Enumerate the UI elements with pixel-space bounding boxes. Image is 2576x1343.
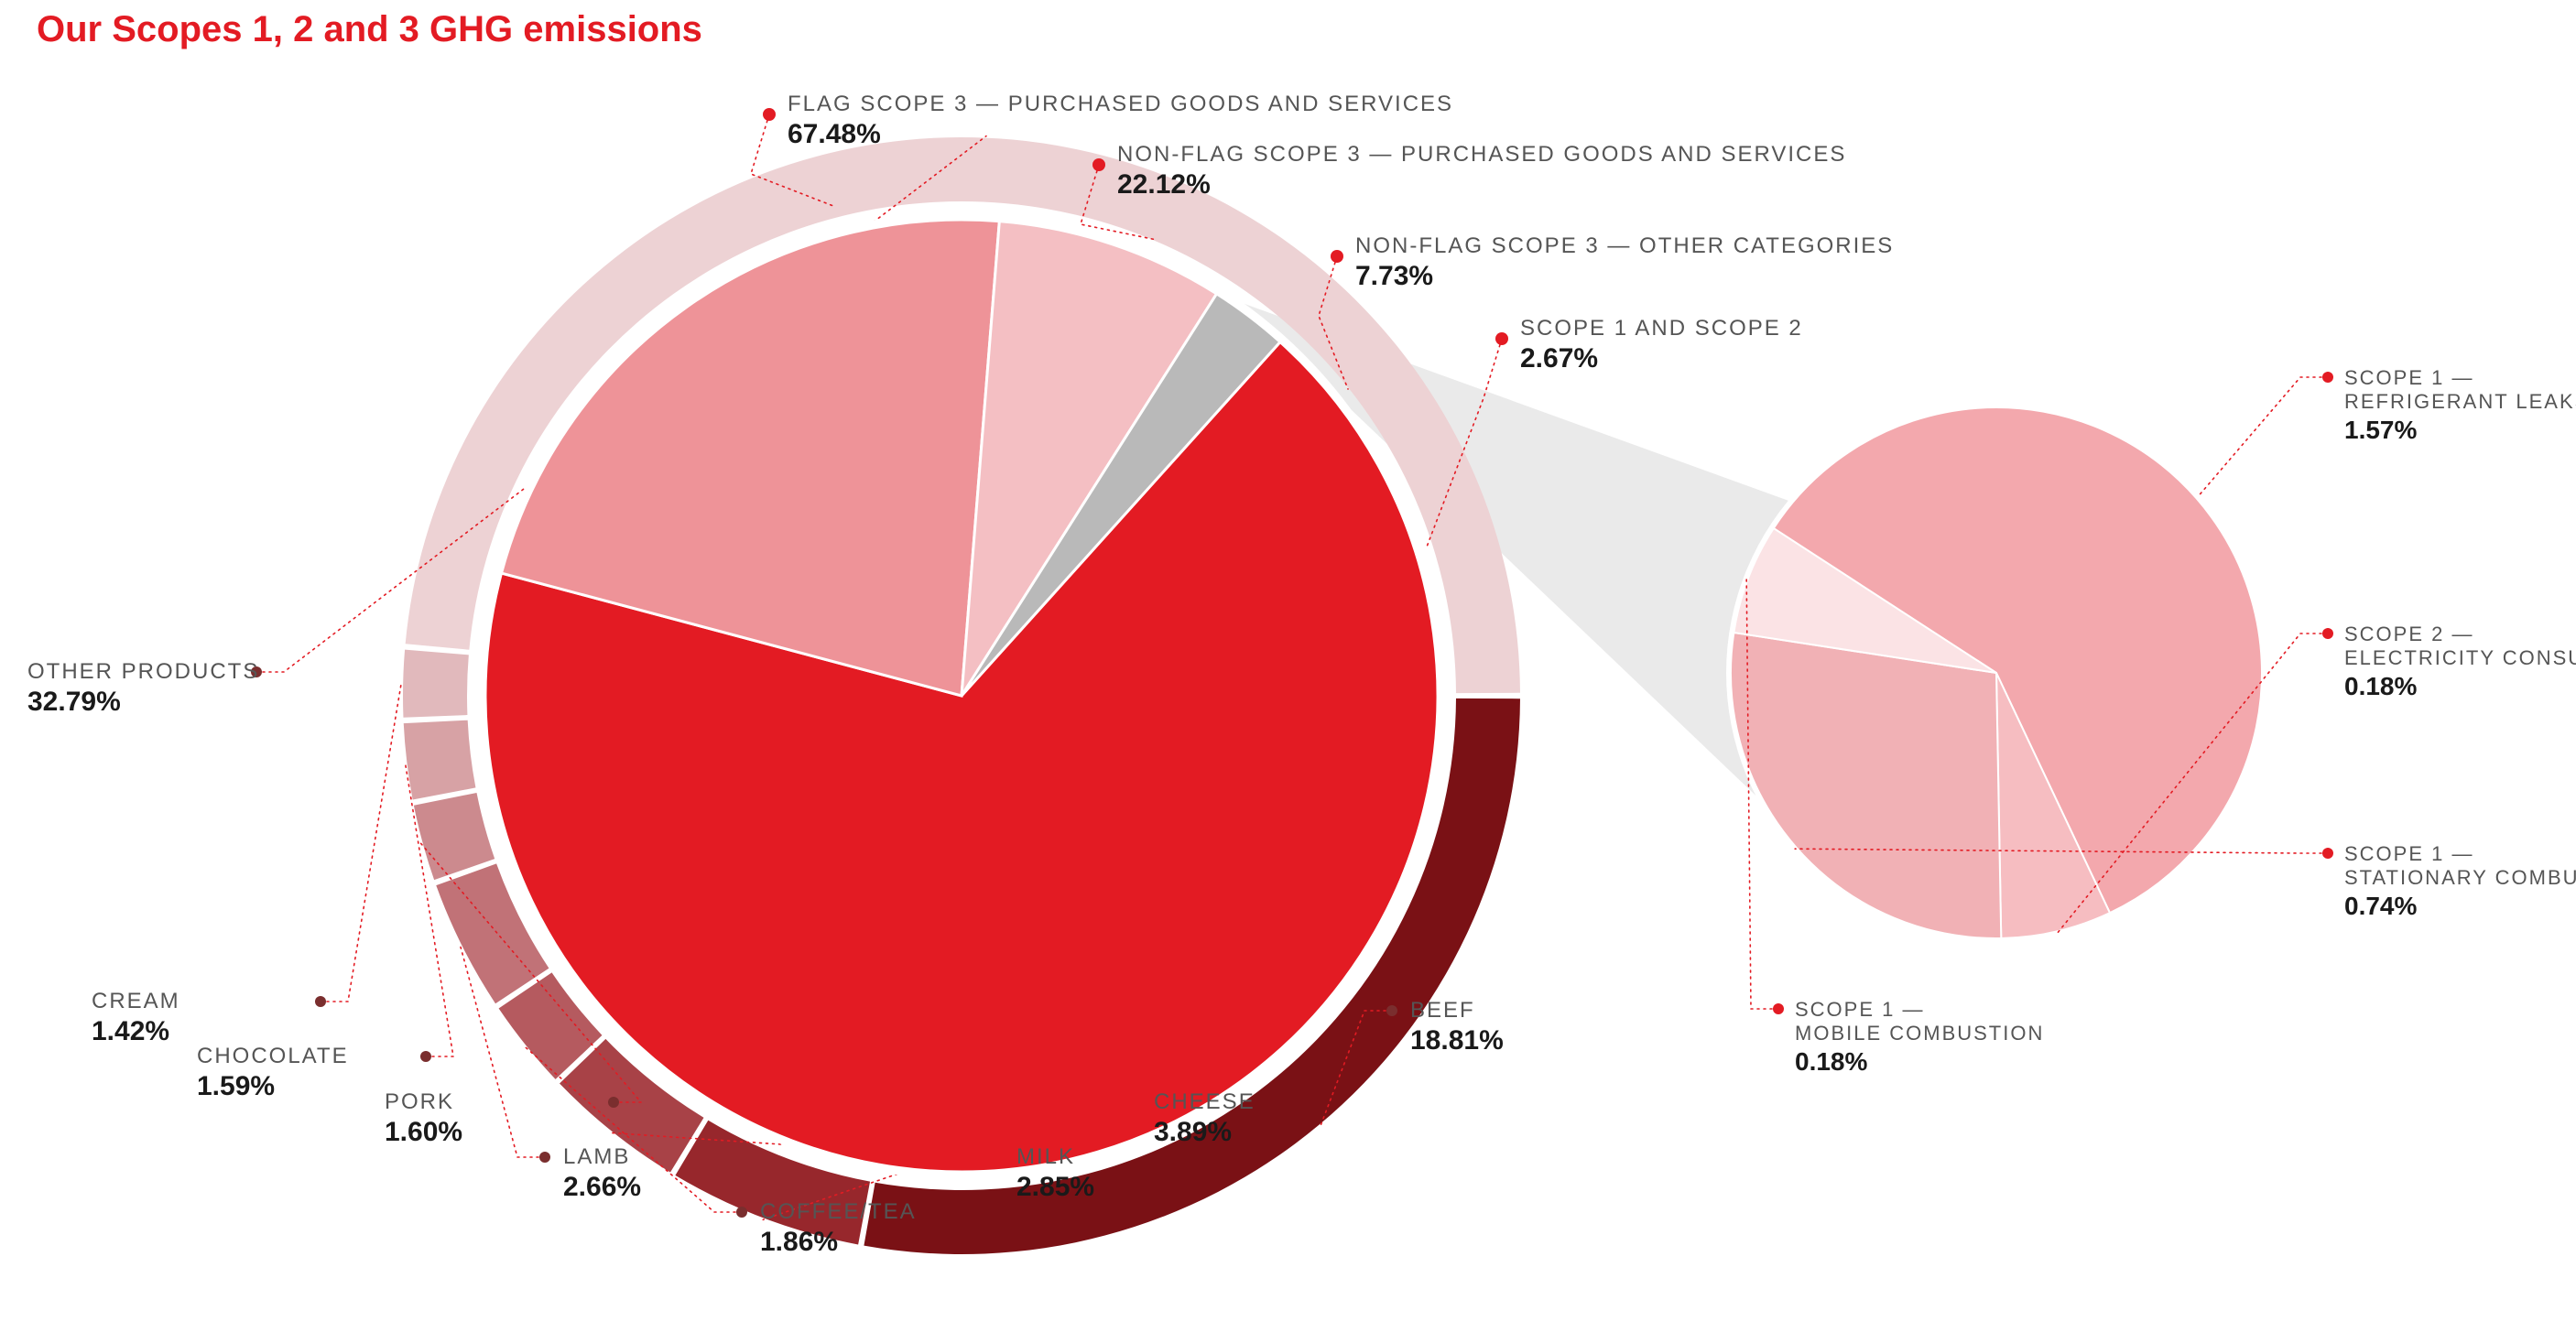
secondary-scope1-mobile-label: SCOPE 1 —MOBILE COMBUSTION0.18% [1795, 998, 2044, 1077]
secondary-scope1-stationary-label: SCOPE 1 —STATIONARY COMBUSTION0.74% [2344, 842, 2576, 921]
ring-milk-label: MILK2.85% [1016, 1144, 1094, 1203]
ring-other-label: OTHER PRODUCTS32.79% [27, 659, 259, 718]
ring-lamb-label: LAMB2.66% [563, 1144, 641, 1203]
ring-beef-label: BEEF18.81% [1410, 998, 1504, 1056]
main-nonflag-scope3-purchased-label: NON-FLAG SCOPE 3 — PURCHASED GOODS AND S… [1117, 142, 1846, 200]
ring-pork-label: PORK1.60% [385, 1089, 462, 1148]
ring-cheese-label: CHEESE3.89% [1154, 1089, 1255, 1148]
main-nonflag-scope3-other-label: NON-FLAG SCOPE 3 — OTHER CATEGORIES7.73% [1355, 233, 1894, 292]
secondary-scope2-electricity-label: SCOPE 2 —ELECTRICITY CONSUMPTION0.18% [2344, 623, 2576, 701]
ring-chocolate-label: CHOCOLATE1.59% [197, 1044, 349, 1102]
secondary-scope1-refrigerant-label: SCOPE 1 —REFRIGERANT LEAKS¹1.57% [2344, 366, 2576, 445]
chart-title: Our Scopes 1, 2 and 3 GHG emissions [37, 9, 702, 50]
main-scope1-and-2-label: SCOPE 1 AND SCOPE 22.67% [1520, 316, 1803, 374]
ring-coffee-tea-label: COFFEE/TEA1.86% [760, 1199, 917, 1258]
ring-cream-label: CREAM1.42% [92, 989, 180, 1047]
